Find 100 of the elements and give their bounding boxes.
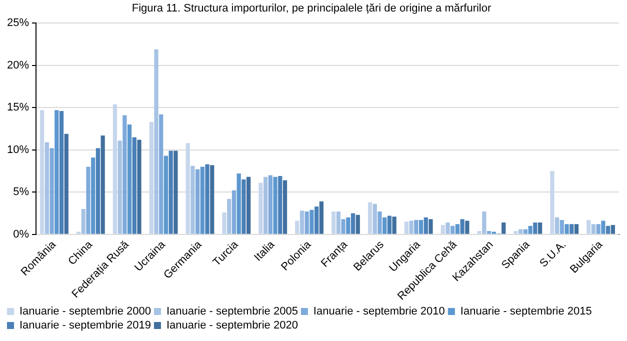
- bar: [127, 124, 132, 234]
- bar: [268, 175, 272, 234]
- bar: [528, 226, 532, 234]
- bar: [450, 226, 455, 234]
- y-tick-label: 20%: [6, 59, 30, 72]
- bar: [137, 140, 142, 234]
- bar: [610, 225, 615, 234]
- bar: [295, 220, 300, 234]
- bar: [210, 165, 214, 234]
- bar: [278, 176, 282, 234]
- bar: [477, 230, 482, 234]
- bar: [514, 230, 518, 234]
- bar: [336, 212, 341, 234]
- bar: [428, 219, 433, 234]
- bar: [440, 225, 445, 234]
- legend-label: Ianuarie - septembrie 2020: [166, 320, 298, 332]
- bar: [159, 114, 164, 234]
- bar: [574, 224, 579, 234]
- bar: [319, 201, 324, 234]
- bar: [232, 190, 236, 234]
- bar: [195, 169, 200, 234]
- bar: [372, 204, 377, 234]
- bar: [154, 49, 158, 234]
- bar: [554, 217, 560, 234]
- y-tick-label: 25%: [6, 17, 30, 30]
- bar: [300, 210, 304, 234]
- bar: [282, 180, 288, 234]
- legend-label: Ianuarie - septembrie 2019: [20, 320, 151, 332]
- bar: [112, 104, 118, 234]
- y-tick-label: 15%: [6, 102, 30, 114]
- bar: [350, 213, 356, 234]
- y-tick-label: 5%: [13, 186, 30, 198]
- bar: [310, 210, 314, 234]
- bar: [190, 166, 195, 234]
- bar: [132, 137, 136, 234]
- bar: [149, 122, 154, 234]
- bar: [273, 176, 278, 234]
- bar: [341, 219, 346, 234]
- bar: [168, 150, 173, 234]
- bar: [455, 224, 460, 234]
- bar: [100, 136, 105, 234]
- bar: [378, 212, 382, 234]
- bar: [502, 222, 506, 234]
- bar: [332, 212, 336, 234]
- bar: [59, 111, 64, 234]
- bar: [200, 166, 204, 234]
- bar: [86, 166, 90, 234]
- bar: [242, 179, 246, 234]
- bar: [118, 140, 122, 234]
- bar: [356, 214, 360, 234]
- bar: [601, 220, 606, 234]
- bar: [465, 220, 470, 234]
- bar: [418, 220, 424, 234]
- bar: [409, 220, 414, 234]
- bar: [446, 222, 450, 234]
- bar: [596, 224, 600, 234]
- bar: [258, 182, 263, 234]
- bar: [560, 220, 564, 234]
- bar: [591, 224, 596, 234]
- bar: [50, 148, 54, 234]
- bar: [586, 220, 591, 234]
- bar: [96, 148, 100, 234]
- bar: [44, 142, 50, 234]
- bar: [424, 217, 428, 234]
- bar: [523, 229, 528, 234]
- bar: [40, 110, 44, 234]
- bar: [414, 220, 418, 234]
- bar: [246, 176, 251, 234]
- bar: [227, 198, 232, 234]
- bar: [222, 212, 226, 234]
- legend-label: Ianuarie - septembrie 2005: [166, 306, 298, 318]
- bar: [564, 224, 569, 234]
- y-tick-label: 10%: [6, 144, 30, 156]
- chart-title: Figura 11. Structura importurilor, pe principalele țări de origine a mărfurilor: [132, 2, 492, 15]
- bar: [314, 206, 319, 234]
- bar: [236, 174, 241, 234]
- bar: [346, 217, 350, 234]
- bar: [606, 226, 610, 234]
- bar: [550, 170, 554, 234]
- bar: [91, 157, 96, 234]
- bar: [538, 222, 542, 234]
- bar: [482, 212, 486, 234]
- bar: [64, 134, 68, 234]
- bar: [264, 176, 268, 234]
- bar: [392, 216, 396, 234]
- bar: [404, 222, 409, 234]
- bar: [486, 230, 492, 234]
- bar: [570, 224, 574, 234]
- bar: [186, 143, 190, 234]
- bar: [205, 164, 210, 234]
- bar: [164, 156, 168, 234]
- legend-label: Ianuarie - septembrie 2015: [460, 306, 592, 318]
- bar: [387, 216, 392, 234]
- bar: [122, 115, 127, 234]
- bar: [304, 212, 309, 234]
- bar: [174, 150, 178, 234]
- bar: [382, 217, 387, 234]
- bar: [518, 229, 523, 234]
- bar: [368, 202, 372, 234]
- legend-label: Ianuarie - septembrie 2010: [313, 306, 445, 318]
